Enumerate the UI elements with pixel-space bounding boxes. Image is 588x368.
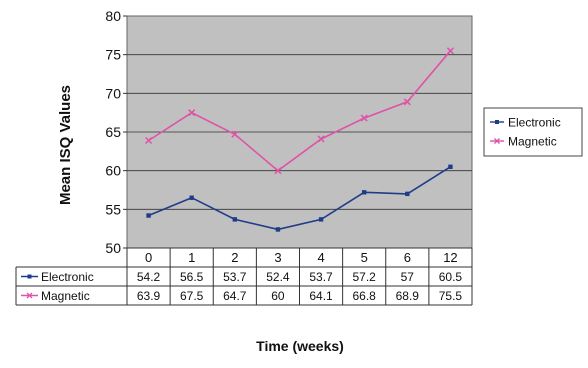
data-point	[405, 191, 410, 197]
point-stroke	[188, 109, 196, 117]
data-point	[145, 136, 153, 145]
data-point	[361, 190, 367, 195]
y-axis-ticks: 50 55 60 65 70 75 80	[105, 8, 127, 256]
y-tick-label: 55	[105, 201, 121, 217]
x-tick-label: 2	[231, 250, 238, 265]
data-label: 66.8	[353, 289, 377, 303]
x-tick-label: 1	[188, 250, 195, 265]
legend: Electronic Magnetic	[483, 107, 583, 157]
x-tick-label: 6	[404, 250, 411, 265]
series-lines	[145, 47, 454, 232]
data-label: 54.2	[137, 270, 161, 284]
data-label: 57.2	[353, 270, 377, 284]
data-point	[448, 164, 453, 169]
table-series-marker	[26, 292, 33, 299]
x-tick-label: 12	[443, 250, 457, 265]
legend-label: Magnetic	[508, 135, 557, 149]
data-label: 64.7	[223, 289, 247, 303]
point-stroke	[231, 130, 239, 138]
data-point	[232, 217, 238, 222]
y-tick-label: 60	[105, 163, 121, 179]
table-series-marker	[27, 274, 32, 279]
point-stroke	[274, 167, 282, 175]
data-point	[275, 227, 281, 232]
point-stroke	[446, 47, 454, 55]
data-point	[231, 130, 239, 138]
x-tick-label: 0	[145, 250, 152, 265]
point-stroke	[317, 135, 325, 143]
data-point	[274, 167, 282, 175]
series-line-magnetic	[148, 50, 452, 172]
data-label: 57	[401, 270, 415, 284]
y-tick-label: 65	[105, 124, 121, 140]
y-tick-label: 75	[105, 47, 121, 63]
legend-box	[483, 107, 583, 157]
y-axis-label: Mean ISQ Values	[57, 85, 74, 205]
data-point	[317, 135, 325, 143]
table-series-name: Electronic	[41, 270, 94, 284]
data-point	[146, 213, 151, 218]
legend-marker	[494, 138, 500, 144]
data-label: 67.5	[180, 289, 204, 303]
point-stroke	[145, 136, 153, 145]
gridlines	[127, 54, 472, 210]
data-label: 60.5	[439, 270, 463, 284]
data-point	[446, 47, 454, 55]
x-tick-label: 4	[317, 250, 324, 265]
data-label: 56.5	[180, 270, 204, 284]
data-point	[189, 195, 194, 200]
data-label: 60	[271, 289, 285, 303]
legend-label: Electronic	[508, 116, 561, 130]
point-stroke	[403, 98, 411, 106]
table-series-name: Magnetic	[41, 289, 90, 303]
data-label: 64.1	[309, 289, 333, 303]
data-point	[403, 98, 411, 106]
x-axis-label: Time (weeks)	[256, 338, 344, 354]
data-point	[318, 217, 324, 222]
data-point	[188, 109, 196, 117]
y-tick-label: 70	[105, 85, 121, 101]
point-stroke	[360, 114, 368, 122]
data-point	[360, 114, 368, 122]
data-label: 63.9	[137, 289, 161, 303]
data-label: 52.4	[266, 270, 290, 284]
x-tick-label: 3	[274, 250, 281, 265]
series-line-electronic	[148, 166, 451, 231]
data-label: 75.5	[439, 289, 463, 303]
y-tick-label: 80	[105, 8, 121, 24]
y-tick-label: 50	[105, 240, 121, 256]
data-label: 68.9	[396, 289, 420, 303]
x-tick-label: 5	[361, 250, 368, 265]
data-label: 53.7	[223, 270, 247, 284]
data-label: 53.7	[309, 270, 333, 284]
legend-marker	[495, 120, 499, 124]
